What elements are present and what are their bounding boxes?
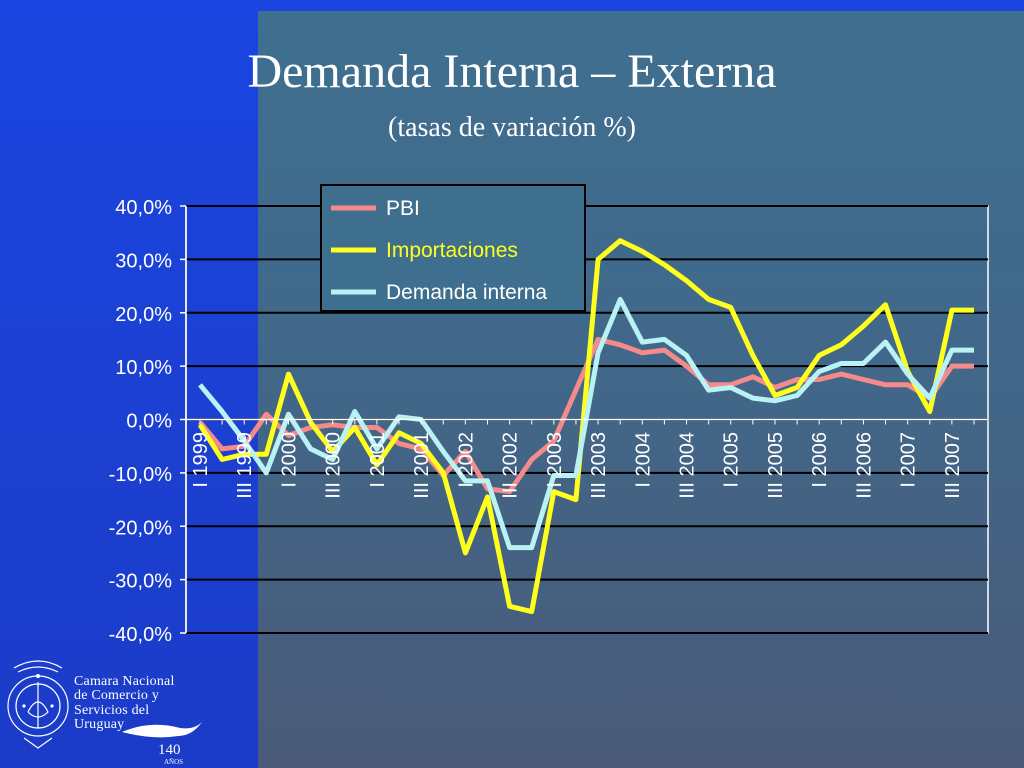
legend-label: Importaciones [386, 239, 518, 262]
x-tick-label: III 2000 [323, 432, 345, 499]
y-axis: 40,0% 30,0% 20,0% 10,0% 0,0% -10,0% -20,0% -30,… [109, 197, 187, 646]
x-tick-label: III 2006 [853, 432, 875, 499]
series-layer [197, 238, 974, 615]
x-tick-label: I 2002 [455, 432, 477, 488]
x-tick-label: I 2001 [367, 432, 389, 488]
x-tick-label: I 2003 [544, 432, 566, 488]
y-tick-label: 30,0% [115, 250, 172, 272]
x-tick-label: I 2005 [721, 432, 743, 488]
y-tick-label: -20,0% [109, 517, 173, 539]
legend-label: PBI [386, 197, 420, 220]
y-tick-label: 20,0% [115, 304, 172, 326]
series-line-2 [198, 296, 974, 551]
x-tick-label: I 1999 [190, 432, 212, 488]
anniversary-number: 140 [158, 742, 181, 758]
legend-label: Demanda interna [386, 281, 547, 304]
x-tick-label: III 2007 [942, 432, 964, 499]
logo-text-line-4: Uruguay [74, 717, 125, 732]
x-axis: I 1999 III 1999 I 2000 III 2000 I 2001 III 20… [186, 418, 988, 499]
logo-text-line-1: Camara Nacional [74, 674, 175, 689]
anniversary-label: AÑOS [164, 758, 184, 766]
y-tick-label: 40,0% [115, 197, 172, 219]
y-tick-label: -10,0% [109, 464, 173, 486]
x-tick-label: III 2004 [677, 432, 699, 499]
logo-text-line-2: de Comercio y [74, 688, 160, 703]
background-panel [258, 11, 1024, 768]
background-top-band [258, 0, 1024, 11]
x-tick-label: I 2007 [898, 432, 920, 488]
x-tick-label: III 2001 [411, 432, 433, 499]
y-tick-label: -30,0% [109, 571, 173, 593]
x-tick-label: III 1999 [234, 432, 256, 499]
seal-icon [7, 660, 69, 749]
x-tick-label: I 2004 [632, 432, 654, 488]
background-left-band [0, 0, 258, 768]
x-tick-label: I 2000 [278, 432, 300, 488]
x-tick-label: III 2002 [500, 432, 522, 499]
x-tick-label: III 2005 [765, 432, 787, 499]
slide-subtitle: (tasas de variación %) [388, 112, 636, 143]
bird-icon [122, 722, 202, 738]
slide-title: Demanda Interna – Externa [247, 45, 777, 98]
series-line-1 [197, 238, 974, 615]
x-tick-label: I 2006 [809, 432, 831, 488]
chamber-logo [4, 652, 236, 768]
y-tick-label: -40,0% [109, 624, 173, 646]
y-tick-label: 0,0% [126, 411, 172, 433]
legend: PBI Importaciones Demanda interna [320, 184, 586, 312]
y-tick-label: 10,0% [115, 357, 172, 379]
logo-text-line-3: Servicios del [74, 703, 150, 718]
x-tick-label: III 2003 [588, 432, 610, 499]
